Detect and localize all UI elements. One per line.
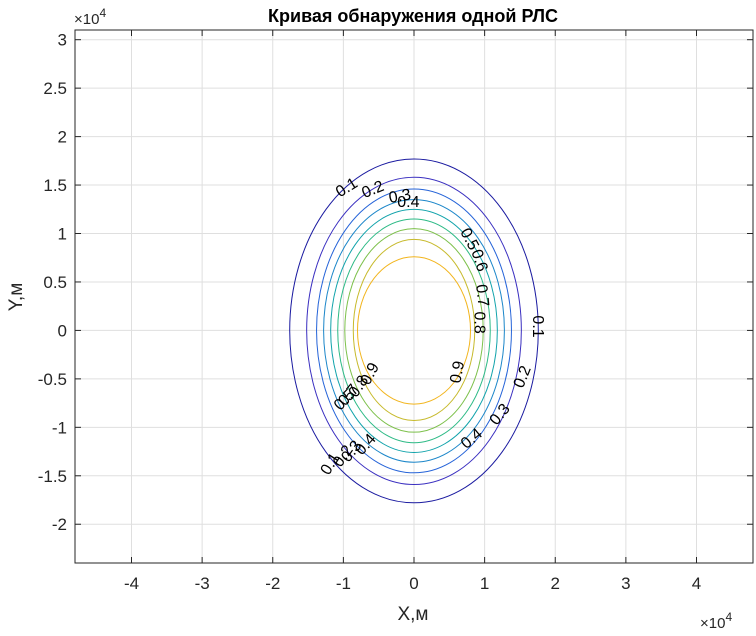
y-tick-label: -1: [52, 418, 67, 437]
x-tick-label: -4: [124, 574, 139, 593]
y-tick-labels: -2 -1.5 -1 -0.5 0 0.5 1 1.5 2 2.5 3: [38, 31, 67, 535]
y-tick-label: 0.5: [43, 273, 67, 292]
contour-label: 0.1: [529, 315, 546, 337]
x-tick-label: -1: [336, 574, 351, 593]
x-tick-label: -3: [195, 574, 210, 593]
x-axis-multiplier: ×104: [700, 610, 732, 631]
y-tick-label: -1.5: [38, 467, 67, 486]
contour-line-0.9: [356, 256, 472, 405]
x-tick-label: 0: [409, 574, 418, 593]
contour-line-0.3: [316, 188, 512, 473]
contour-line-0.4: [323, 199, 505, 463]
y-tick-label: -0.5: [38, 370, 67, 389]
y-tick-label: 1.5: [43, 176, 67, 195]
y-axis-multiplier: ×104: [74, 6, 106, 28]
x-axis-label: X,м: [397, 604, 428, 625]
tick-marks: [75, 30, 753, 563]
contour-line-0.6: [337, 218, 491, 444]
contour-line-0.7: [344, 228, 484, 433]
x-tick-labels: -4 -3 -2 -1 0 1 2 3 4: [124, 574, 701, 593]
grid: [75, 30, 753, 563]
y-tick-label: 2: [58, 128, 67, 147]
contour-label: 0.9: [447, 360, 468, 385]
y-tick-label: 0: [58, 321, 67, 340]
x-multiplier-exponent: 4: [725, 610, 732, 624]
y-tick-label: 1: [58, 225, 67, 244]
contour-label: 0.3: [387, 186, 412, 207]
y-multiplier-exponent: 4: [99, 6, 106, 20]
contour-label: 0.8: [470, 312, 487, 334]
x-multiplier-base: ×10: [700, 615, 725, 631]
contour-label: 0.6: [467, 247, 490, 274]
x-tick-label: -2: [265, 574, 280, 593]
y-axis-label: Y,м: [6, 283, 27, 312]
chart-title: Кривая обнаружения одной РЛС: [268, 6, 558, 26]
y-tick-label: 3: [58, 31, 67, 50]
x-tick-label: 1: [480, 574, 489, 593]
contour-label: 0.7: [472, 284, 491, 308]
contour-lines: [289, 158, 539, 504]
y-multiplier-base: ×10: [74, 11, 99, 28]
contour-label: 0.4: [397, 194, 419, 211]
x-tick-label: 3: [621, 574, 630, 593]
contour-line-0.8: [352, 239, 476, 421]
contour-line-0.1: [289, 158, 539, 504]
y-tick-label: 2.5: [43, 79, 67, 98]
y-tick-label: -2: [52, 515, 67, 534]
x-tick-label: 2: [551, 574, 560, 593]
contour-line-0.2: [306, 176, 522, 485]
x-tick-label: 4: [692, 574, 701, 593]
contour-line-0.5: [330, 209, 498, 453]
